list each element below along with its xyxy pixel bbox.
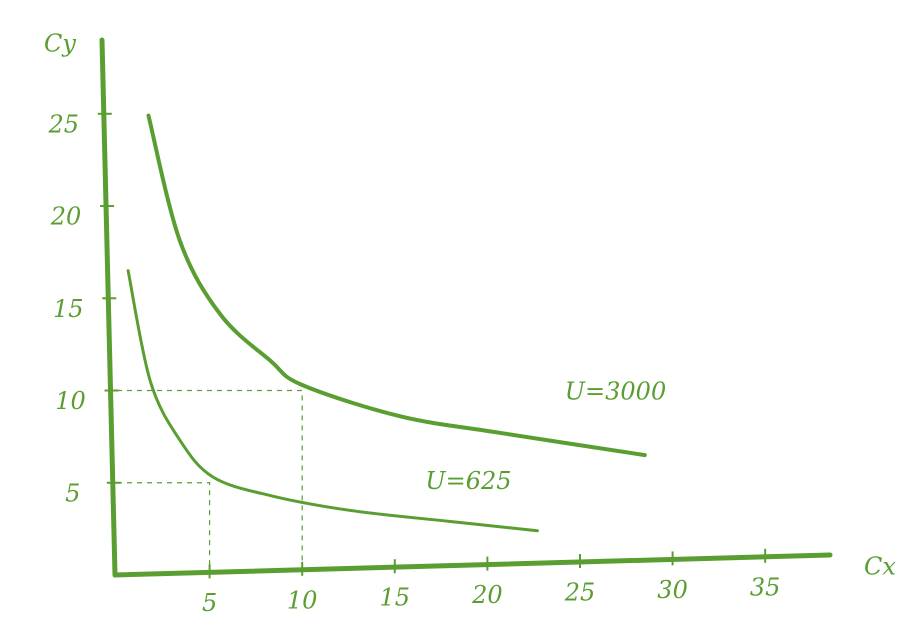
x-tick-label: 30 (657, 576, 688, 604)
x-tick-label: 20 (471, 581, 503, 609)
y-tick-label: 5 (65, 479, 80, 507)
curve (126, 269, 539, 533)
y-tick-label: 15 (53, 295, 84, 323)
y-axis (99, 37, 118, 578)
y-tick-label: 10 (55, 387, 86, 415)
curve (146, 113, 647, 458)
x-tick-label: 10 (287, 586, 318, 614)
x-tick-label: 35 (750, 573, 781, 601)
curve-label: U=3000 (565, 378, 666, 406)
x-tick-label: 25 (564, 579, 596, 607)
x-tick-label: 5 (202, 589, 217, 617)
x-axis-label: Cx (864, 553, 896, 581)
curve-label: U=625 (425, 467, 511, 495)
x-tick-label: 15 (380, 584, 411, 612)
guide-line (117, 482, 211, 575)
y-tick-label: 25 (48, 110, 80, 138)
y-tick-label: 20 (50, 203, 82, 231)
y-axis-label: Cy (44, 30, 76, 58)
guide-line (117, 389, 303, 575)
x-axis (112, 552, 833, 578)
